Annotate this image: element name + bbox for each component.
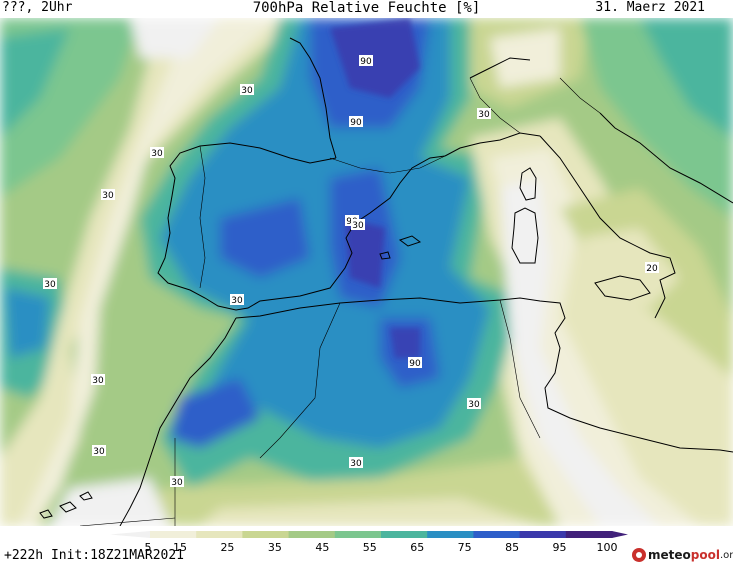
- humidity-field: [0, 18, 733, 526]
- logo-mark-icon: [632, 548, 646, 562]
- forecast-time-label: ???, 2Uhr: [2, 0, 73, 15]
- contour-label-30-atlantic-1: 30: [241, 86, 253, 96]
- legend-label: 85: [505, 541, 519, 554]
- legend-label: 25: [220, 541, 234, 554]
- contour-label-30-gibraltar: 30: [231, 296, 243, 306]
- contour-label-30-atlantic-5: 30: [92, 376, 104, 386]
- contour-label-30-canary: 30: [171, 478, 183, 488]
- contour-label-90-bay-of-biscay: 90: [350, 118, 362, 128]
- init-time-label: +222h Init:18Z21MAR2021: [4, 548, 185, 563]
- contour-label-30-west: 30: [352, 221, 364, 231]
- legend-arrow-low: [110, 531, 150, 538]
- legend-label: 100: [597, 541, 618, 554]
- contour-label-30-tunisia: 30: [468, 400, 480, 410]
- legend-swatch: [334, 531, 382, 538]
- contour-label-30-sahara: 30: [350, 459, 362, 469]
- legend-label: 75: [458, 541, 472, 554]
- legend-swatch: [150, 531, 197, 538]
- contour-label-90-algeria: 90: [409, 359, 421, 369]
- legend-label: 35: [268, 541, 282, 554]
- logo-text-org: .org: [719, 549, 733, 561]
- legend-swatch: [519, 531, 567, 538]
- legend-swatch: [565, 531, 613, 538]
- contour-labels: 90 90 90 90 30 30 30 30 30 30 30 30 30 3…: [43, 55, 659, 488]
- legend-label: 5: [145, 541, 152, 554]
- map-title: 700hPa Relative Feuchte [%]: [252, 0, 481, 16]
- contour-label-30-atlantic-2: 30: [151, 149, 163, 159]
- legend-swatch: [196, 531, 243, 538]
- legend-label: 55: [363, 541, 377, 554]
- legend-label: 15: [173, 541, 187, 554]
- color-legend: 5 15 25 35 45 55 65 75 85 95 100: [110, 531, 628, 554]
- contour-label-90-north: 90: [360, 57, 372, 67]
- legend-swatch: [288, 531, 336, 538]
- legend-labels: 5 15 25 35 45 55 65 75 85 95 100: [145, 541, 618, 554]
- contour-label-30-alps: 30: [478, 110, 490, 120]
- legend-swatch: [242, 531, 290, 538]
- humidity-cores: [330, 18, 420, 358]
- legend-label: 65: [410, 541, 424, 554]
- coastlines: [39, 37, 733, 526]
- country-borders: [79, 77, 601, 526]
- legend-swatch: [473, 531, 521, 538]
- legend-label: 45: [315, 541, 329, 554]
- legend-swatches: [110, 531, 628, 538]
- legend-swatch: [381, 531, 428, 538]
- humidity-map: 90 90 90 90 30 30 30 30 30 30 30 30 30 3…: [0, 18, 733, 526]
- legend-label: 95: [553, 541, 567, 554]
- legend-arrow-high: [612, 531, 628, 538]
- logo-text-pool: pool: [690, 548, 720, 562]
- contour-label-30-atlantic-3: 30: [102, 191, 114, 201]
- contour-label-20-sicily: 20: [646, 264, 658, 274]
- contour-label-30-atlantic-6: 30: [93, 447, 105, 457]
- contour-label-30-atlantic-4: 30: [44, 280, 56, 290]
- forecast-date: 31. Maerz 2021: [595, 0, 705, 15]
- logo-text-meteo: meteo: [648, 548, 691, 562]
- legend-swatch: [427, 531, 474, 538]
